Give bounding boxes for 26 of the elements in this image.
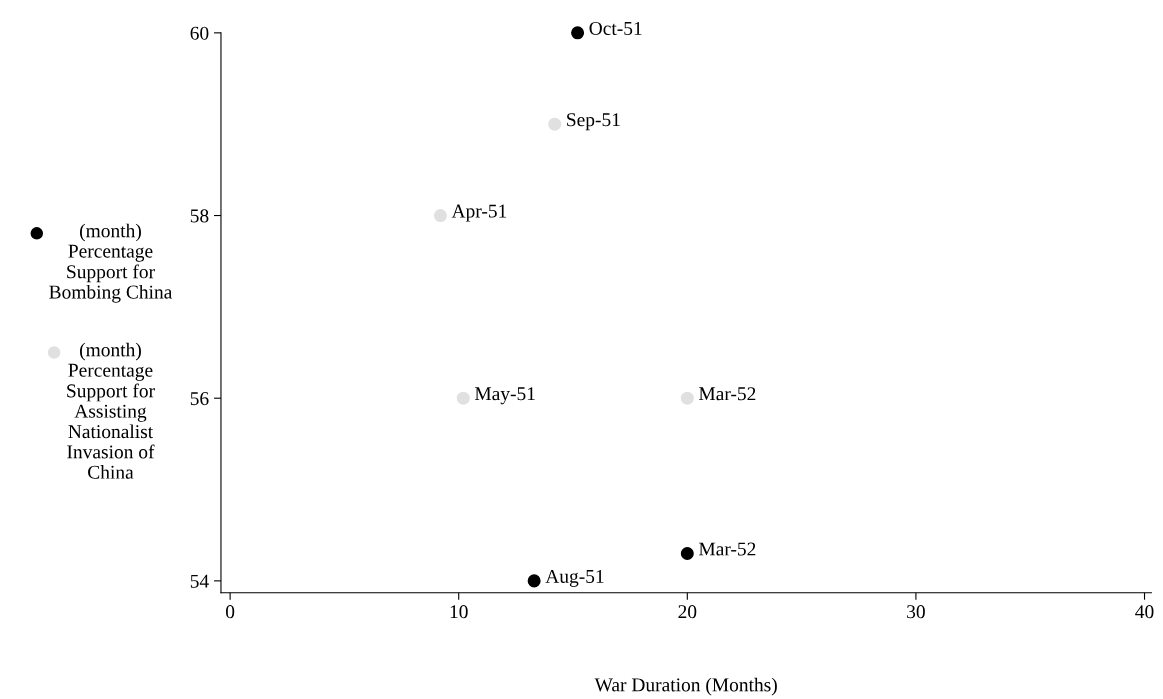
data-label: Oct-51 — [589, 21, 642, 35]
point — [433, 209, 447, 223]
x-tick-label: 30 — [907, 605, 925, 619]
y-tick-label: 60 — [190, 26, 209, 40]
y-tick-label: 54 — [190, 574, 209, 588]
data-label: May-51 — [474, 387, 535, 405]
x-tick-label: 20 — [678, 605, 697, 619]
x-axis-title: War Duration (Months) — [594, 677, 777, 696]
data-label: Sep-51 — [567, 113, 620, 131]
y-tick-label: 58 — [190, 209, 209, 223]
data-label: Aug-51 — [545, 569, 604, 587]
point — [680, 391, 694, 405]
point — [548, 117, 562, 131]
point — [680, 546, 694, 560]
x-tick-label: 40 — [1135, 605, 1154, 619]
legend-label: (month) Percentage Support for Assisting Nationalist Invasion of China — [67, 342, 155, 479]
point — [571, 26, 585, 40]
data-label: Mar-52 — [698, 542, 756, 556]
point — [527, 574, 541, 588]
legend-label: (month) Percentage Support for Bombing China — [49, 223, 173, 303]
x-tick-label: 0 — [225, 605, 235, 619]
y-tick-label: 56 — [190, 392, 209, 406]
x-tick-label: 10 — [450, 605, 468, 619]
data-label: Apr-51 — [451, 204, 507, 222]
point — [456, 391, 470, 405]
data-label: Mar-52 — [698, 387, 756, 401]
